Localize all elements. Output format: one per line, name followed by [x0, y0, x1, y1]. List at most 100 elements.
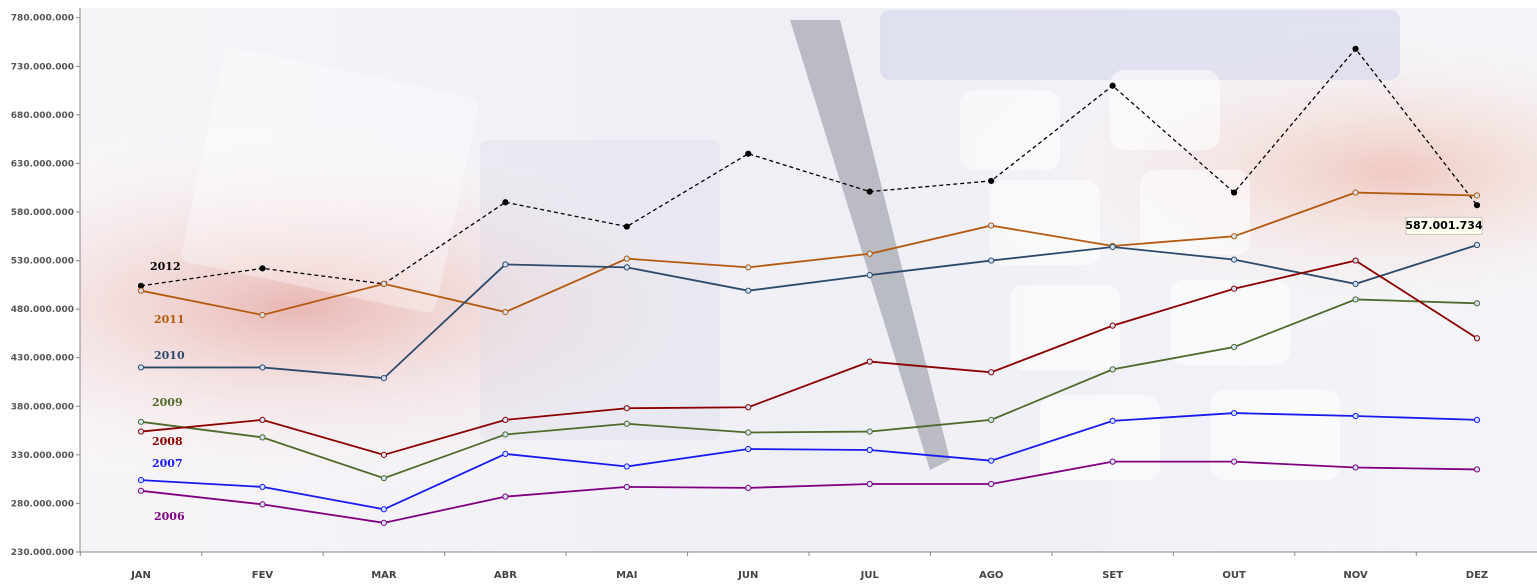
series-labels: 2012 2011 2010 2009 2008 2007 2006	[150, 260, 185, 523]
series-line-2006	[140, 460, 1478, 524]
series-line-2011	[140, 191, 1478, 316]
data-point	[1109, 417, 1116, 424]
data-point	[380, 451, 388, 458]
series-2010	[137, 241, 1481, 382]
data-point	[623, 463, 630, 470]
data-point	[1352, 45, 1359, 52]
data-point	[866, 272, 873, 279]
series-2007	[137, 409, 1481, 513]
y-tick-label: 430.000.000	[11, 354, 74, 364]
y-tick-label: 580.000.000	[11, 208, 74, 218]
data-point	[1109, 458, 1116, 465]
series-label-2007: 2007	[152, 457, 183, 470]
data-point	[988, 457, 995, 464]
series-2009	[137, 296, 1481, 482]
series-line-2008	[140, 259, 1478, 456]
y-tick-label: 230.000.000	[11, 548, 74, 558]
x-tick-label: FEV	[252, 570, 274, 581]
data-point	[259, 311, 266, 319]
x-tick-label: OUT	[1222, 570, 1246, 581]
data-point	[380, 519, 388, 526]
data-point	[502, 308, 509, 316]
data-point	[988, 257, 995, 264]
data-point	[1473, 335, 1481, 342]
data-point	[623, 264, 630, 271]
x-tick-label: ABR	[494, 570, 517, 581]
data-point	[1230, 458, 1238, 465]
data-point	[137, 477, 145, 484]
data-point	[988, 416, 995, 423]
data-point	[745, 429, 752, 436]
callout-box	[1405, 216, 1483, 235]
series-lines	[137, 45, 1481, 526]
data-point	[1109, 322, 1116, 329]
data-point	[137, 428, 145, 435]
data-point	[866, 188, 873, 195]
y-tick-label: 630.000.000	[11, 159, 74, 169]
data-point	[1352, 296, 1359, 303]
series-line-2012	[140, 47, 1478, 287]
data-point	[1352, 464, 1359, 471]
series-line-2010	[141, 244, 1478, 380]
x-tick-label: JAN	[130, 570, 151, 581]
series-2006	[137, 458, 1481, 526]
series-2012	[137, 45, 1481, 289]
data-point	[380, 280, 388, 287]
y-tick-label: 280.000.000	[11, 499, 74, 509]
value-callout: 587.001.734	[1405, 216, 1483, 235]
data-point	[259, 483, 266, 491]
data-point	[745, 150, 752, 157]
data-point	[623, 483, 630, 491]
series-2011	[137, 189, 1481, 319]
series-line-2009	[140, 298, 1478, 480]
data-point	[623, 405, 630, 412]
data-point	[259, 501, 266, 508]
data-point	[1352, 189, 1359, 196]
data-point	[1230, 343, 1238, 351]
data-point	[137, 487, 145, 494]
data-point	[1109, 82, 1116, 89]
data-point	[745, 445, 752, 453]
data-point	[1230, 409, 1238, 417]
data-point	[259, 434, 266, 441]
data-point	[502, 493, 509, 500]
data-point	[380, 375, 388, 382]
data-point	[380, 506, 388, 513]
series-line-2007	[140, 412, 1478, 511]
data-point	[988, 177, 995, 185]
data-point	[866, 480, 873, 488]
data-point	[137, 287, 145, 294]
data-point	[502, 261, 509, 268]
series-label-2006: 2006	[154, 510, 185, 523]
x-tick-label: JUL	[860, 570, 880, 581]
data-point	[745, 287, 752, 294]
data-point	[502, 450, 509, 457]
y-tick-label: 680.000.000	[11, 111, 74, 121]
data-point	[1230, 233, 1238, 240]
data-point	[380, 475, 388, 482]
series-label-2008: 2008	[152, 435, 183, 448]
y-tick-label: 380.000.000	[11, 402, 74, 412]
data-point	[866, 358, 873, 365]
data-point	[745, 484, 752, 491]
data-point	[1473, 416, 1481, 423]
data-point	[988, 369, 995, 376]
data-point	[1352, 280, 1359, 287]
axes: 230.000.000 280.000.000 330.000.000 380.000…	[11, 8, 1537, 581]
data-point	[259, 416, 266, 423]
series-label-2011: 2011	[154, 313, 185, 326]
x-tick-label: SET	[1102, 570, 1123, 581]
data-point	[1352, 257, 1359, 264]
data-point	[1109, 243, 1116, 251]
y-tick-label: 480.000.000	[11, 305, 74, 315]
data-point	[745, 404, 752, 411]
series-label-2009: 2009	[152, 396, 183, 409]
data-point	[1230, 256, 1238, 263]
data-point	[623, 223, 630, 230]
data-point	[988, 480, 995, 488]
x-tick-label: MAI	[616, 570, 637, 581]
y-tick-label: 330.000.000	[11, 451, 74, 461]
series-label-2010: 2010	[154, 349, 185, 362]
data-point	[1230, 189, 1238, 196]
